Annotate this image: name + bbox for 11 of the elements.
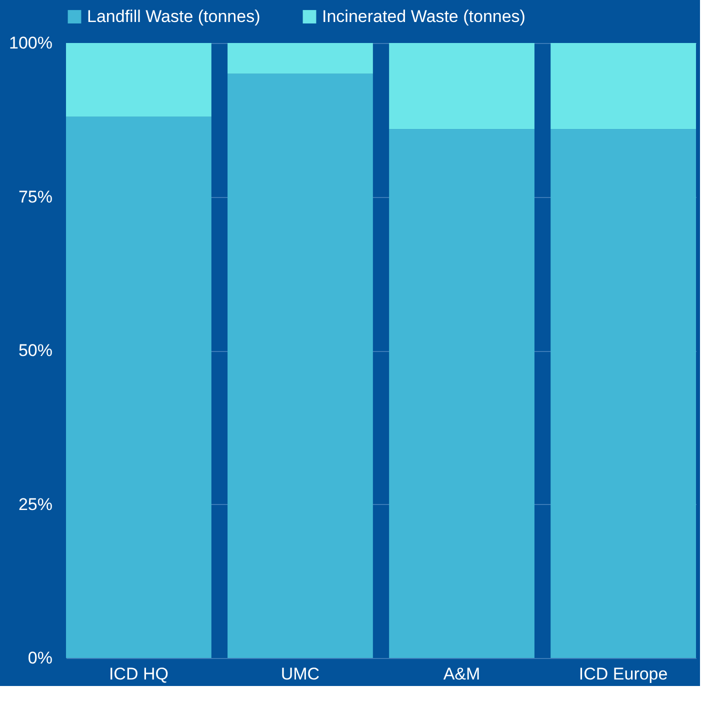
y-tick-label: 100% [9, 34, 52, 52]
x-tick-label: A&M [443, 664, 480, 684]
y-tick-label: 25% [18, 494, 52, 514]
x-tick-label: ICD HQ [108, 664, 168, 684]
x-tick-label: UMC [280, 664, 320, 684]
y-tick-label: 75% [18, 187, 52, 206]
y-tick-label: 0% [28, 648, 52, 668]
x-tick-label: ICD Europe [578, 664, 668, 684]
legend-label: Incinerated Waste (tonnes) [322, 6, 526, 26]
legend-label: Landfill Waste (tonnes) [87, 6, 260, 26]
y-tick-label: 50% [18, 341, 52, 360]
